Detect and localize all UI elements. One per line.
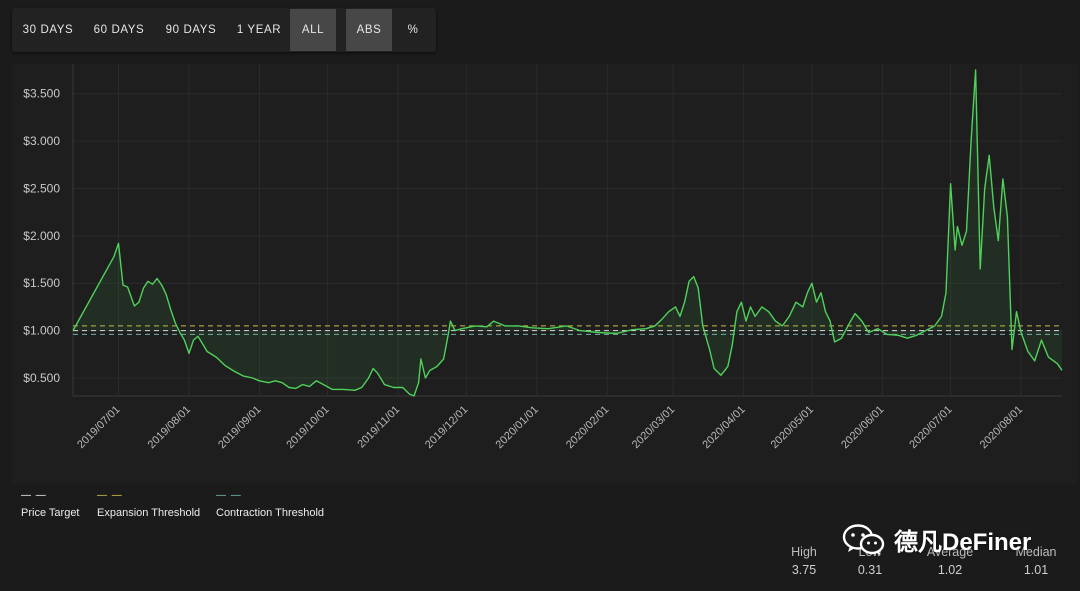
y-tick-label: $1.000	[23, 324, 60, 338]
range-1-year-button[interactable]: 1 YEAR	[236, 24, 282, 36]
wechat-icon	[842, 523, 885, 555]
stat-value: 1.01	[1023, 563, 1049, 577]
time-range-toolbar: 30 DAYS 60 DAYS 90 DAYS 1 YEAR ALL ABS %	[12, 8, 436, 52]
stat-value: 0.31	[857, 563, 883, 577]
price-target-swatch: — —	[21, 490, 47, 501]
contraction-threshold-swatch: — —	[216, 490, 242, 501]
y-tick-label: $2.500	[23, 181, 60, 195]
x-axis: 2019/07/01 2019/08/01 2019/09/01 2019/10/01…	[75, 404, 1025, 451]
series-line	[72, 69, 1063, 397]
watermark: 德凡DeFiner	[842, 522, 1031, 557]
legend-label: Expansion Threshold	[97, 507, 201, 519]
stat-median: Median 1.01	[1012, 545, 1060, 577]
range-60-days-button[interactable]: 60 DAYS	[93, 24, 145, 36]
y-tick-label: $3.500	[23, 87, 60, 101]
stat-high: High 3.75	[782, 545, 826, 577]
price-chart: $3.500 $3.000 $2.500 $2.000 $1.500 $1.000 $0.5…	[23, 64, 1063, 451]
legend-expansion-threshold: — — Expansion Threshold	[97, 490, 201, 520]
legend-price-target: — — Price Target	[21, 490, 80, 520]
x-tick-label: 2020/08/01	[978, 404, 1025, 451]
chart-panel: $3.500 $3.000 $2.500 $2.000 $1.500 $1.000 $0.5…	[12, 64, 1078, 484]
range-90-days-button[interactable]: 90 DAYS	[165, 24, 217, 36]
legend-label: Price Target	[21, 507, 80, 519]
mode-percent-button[interactable]: %	[407, 24, 419, 36]
stat-label: High	[791, 545, 817, 559]
x-tick-label: 2020/06/01	[839, 404, 886, 451]
x-tick-label: 2019/12/01	[423, 404, 470, 451]
x-tick-label: 2020/02/01	[564, 404, 611, 451]
mode-abs-button[interactable]: ABS	[346, 9, 392, 51]
y-tick-label: $3.000	[23, 134, 60, 148]
legend-label: Contraction Threshold	[216, 507, 325, 519]
stat-value: 3.75	[791, 563, 817, 577]
x-tick-label: 2019/07/01	[75, 404, 122, 451]
range-30-days-button[interactable]: 30 DAYS	[22, 24, 74, 36]
y-axis: $3.500 $3.000 $2.500 $2.000 $1.500 $1.000 $0.5…	[23, 87, 60, 385]
stat-average: Average 1.02	[922, 545, 978, 577]
x-tick-label: 2019/11/01	[355, 404, 402, 451]
watermark-text: 德凡DeFiner	[894, 529, 1032, 556]
x-tick-label: 2019/09/01	[216, 404, 263, 451]
legend-contraction-threshold: — — Contraction Threshold	[216, 490, 325, 520]
x-tick-label: 2019/08/01	[146, 404, 193, 451]
stat-label: Median	[1015, 545, 1057, 559]
x-tick-label: 2019/10/01	[284, 404, 331, 451]
expansion-threshold-swatch: — —	[97, 490, 123, 501]
stat-label: Average	[926, 545, 974, 559]
range-all-button[interactable]: ALL	[290, 9, 336, 51]
x-tick-label: 2020/04/01	[700, 404, 747, 451]
y-tick-label: $2.000	[23, 229, 60, 243]
x-tick-label: 2020/07/01	[907, 404, 954, 451]
x-tick-label: 2020/03/01	[630, 404, 677, 451]
price-series	[72, 69, 1063, 397]
stat-value: 1.02	[937, 563, 963, 577]
threshold-lines	[73, 325, 1062, 335]
y-tick-label: $1.500	[23, 276, 60, 290]
x-tick-label: 2020/01/01	[494, 404, 541, 451]
y-tick-label: $0.500	[23, 371, 60, 385]
x-tick-label: 2020/05/01	[769, 404, 816, 451]
series-area	[73, 70, 1062, 396]
